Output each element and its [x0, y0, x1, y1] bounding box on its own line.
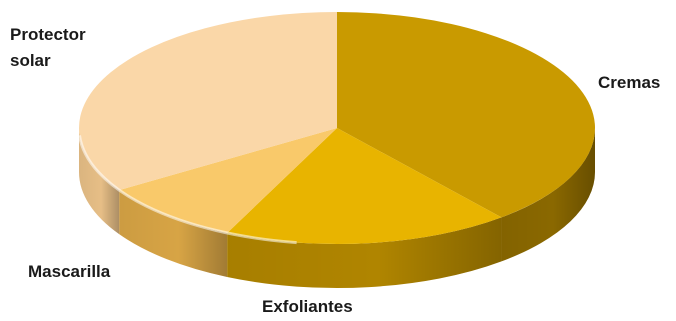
slice-side-shade [227, 217, 502, 288]
slice-side-shade [79, 128, 120, 235]
slice-side-shade [119, 190, 228, 277]
pie-labels: Protector solar Cremas Mascarilla Exfoli… [10, 25, 660, 316]
label-exfoliantes: Exfoliantes [262, 297, 353, 316]
slice-protector-solar [79, 12, 338, 191]
pie-rim-highlight [78, 135, 297, 245]
label-cremas: Cremas [598, 73, 660, 92]
pie-sides [79, 128, 595, 288]
slice-side-shade [501, 128, 595, 262]
label-mascarilla: Mascarilla [28, 262, 111, 281]
slice-mascarilla [119, 128, 338, 233]
slice-cremas [337, 12, 595, 218]
label-protector-line2: solar [10, 51, 51, 70]
label-protector-line1: Protector [10, 25, 86, 44]
slice-exfoliantes [227, 128, 502, 244]
pie-slices [78, 12, 595, 245]
